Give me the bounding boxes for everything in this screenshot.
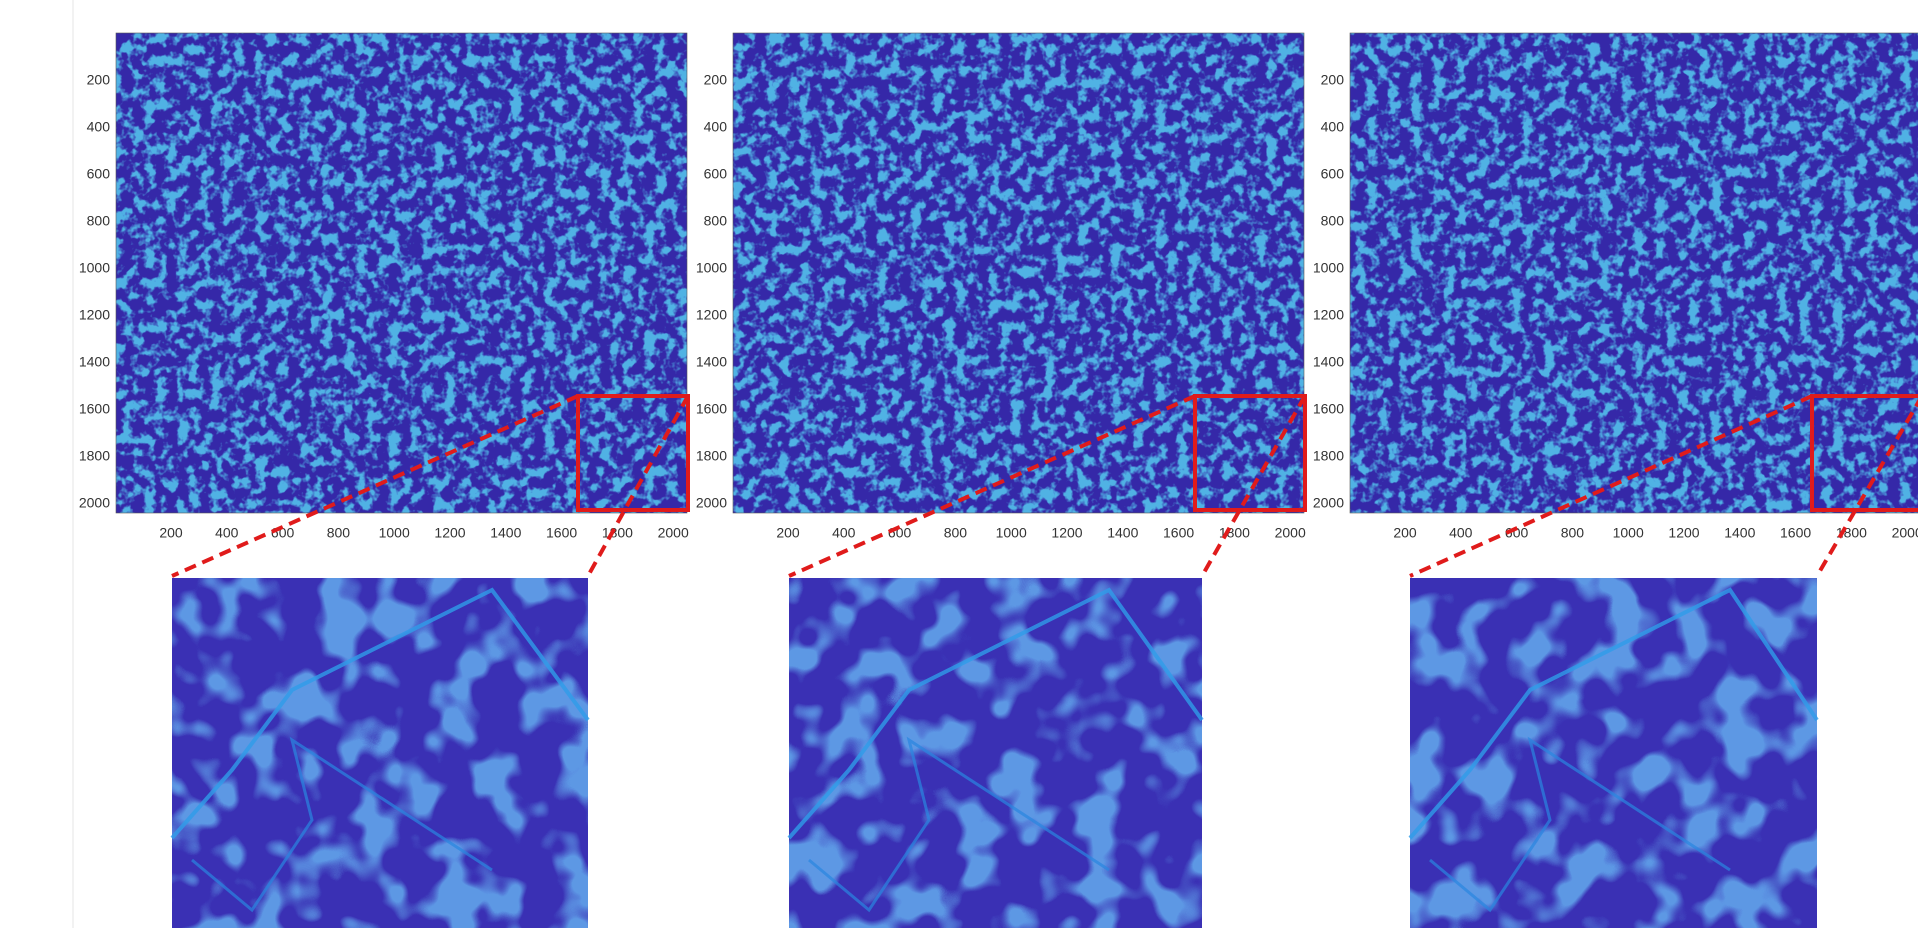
x-tick-label: 400	[215, 525, 239, 541]
y-tick-label: 1600	[79, 401, 110, 417]
y-tick-label: 400	[704, 119, 728, 135]
x-tick-label: 1400	[1724, 525, 1755, 541]
x-tick-label: 800	[1561, 525, 1585, 541]
y-tick-label: 2000	[79, 495, 110, 511]
y-tick-label: 400	[1321, 119, 1345, 135]
x-tick-label: 2000	[658, 525, 689, 541]
x-tick-label: 1400	[1107, 525, 1138, 541]
y-tick-label: 600	[1321, 166, 1345, 182]
x-tick-label: 2000	[1275, 525, 1306, 541]
y-tick-label: 1200	[1313, 307, 1344, 323]
x-tick-label: 400	[1449, 525, 1473, 541]
x-tick-label: 2000	[1892, 525, 1918, 541]
x-tick-label: 1600	[546, 525, 577, 541]
y-tick-label: 1200	[696, 307, 727, 323]
zoom-inset-texture	[172, 578, 588, 928]
y-tick-label: 1400	[696, 354, 727, 370]
y-tick-label: 1800	[1313, 448, 1344, 464]
x-tick-label: 1000	[1613, 525, 1644, 541]
y-tick-label: 200	[704, 72, 728, 88]
x-tick-label: 1200	[1668, 525, 1699, 541]
x-tick-label: 1000	[996, 525, 1027, 541]
x-tick-label: 1600	[1163, 525, 1194, 541]
page: {"panels": [ {"yticks": [200, 400, 600, …	[0, 0, 1918, 928]
y-tick-label: 600	[87, 166, 111, 182]
x-tick-label: 800	[944, 525, 968, 541]
y-tick-label: 2000	[696, 495, 727, 511]
x-tick-label: 1000	[379, 525, 410, 541]
y-tick-label: 1200	[79, 307, 110, 323]
y-tick-label: 200	[1321, 72, 1345, 88]
y-tick-label: 1000	[79, 260, 110, 276]
y-tick-label: 2000	[1313, 495, 1344, 511]
y-tick-label: 1000	[1313, 260, 1344, 276]
x-tick-label: 1600	[1780, 525, 1811, 541]
x-tick-label: 1800	[602, 525, 633, 541]
figure: 200 400 600 800 1000 1200 1400 1600 1800 2000 200 4…	[0, 0, 1918, 928]
x-tick-label: 1200	[434, 525, 465, 541]
y-tick-label: 1600	[1313, 401, 1344, 417]
heatmap-texture	[733, 33, 1304, 513]
y-tick-label: 1800	[696, 448, 727, 464]
y-tick-label: 800	[704, 213, 728, 229]
heatmap-texture	[116, 33, 687, 513]
y-tick-label: 1000	[696, 260, 727, 276]
y-tick-label: 1800	[79, 448, 110, 464]
x-tick-label: 200	[159, 525, 183, 541]
x-tick-label: 800	[327, 525, 351, 541]
y-tick-label: 1600	[696, 401, 727, 417]
heatmap-texture	[1350, 33, 1918, 513]
y-tick-label: 800	[1321, 213, 1345, 229]
x-tick-label: 400	[832, 525, 856, 541]
x-tick-label: 200	[1393, 525, 1417, 541]
y-tick-label: 1400	[79, 354, 110, 370]
y-tick-label: 1400	[1313, 354, 1344, 370]
x-tick-label: 1200	[1051, 525, 1082, 541]
x-tick-label: 200	[776, 525, 800, 541]
y-tick-label: 400	[87, 119, 111, 135]
y-tick-label: 800	[87, 213, 111, 229]
y-tick-label: 200	[87, 72, 111, 88]
y-tick-label: 600	[704, 166, 728, 182]
x-tick-label: 1400	[490, 525, 521, 541]
